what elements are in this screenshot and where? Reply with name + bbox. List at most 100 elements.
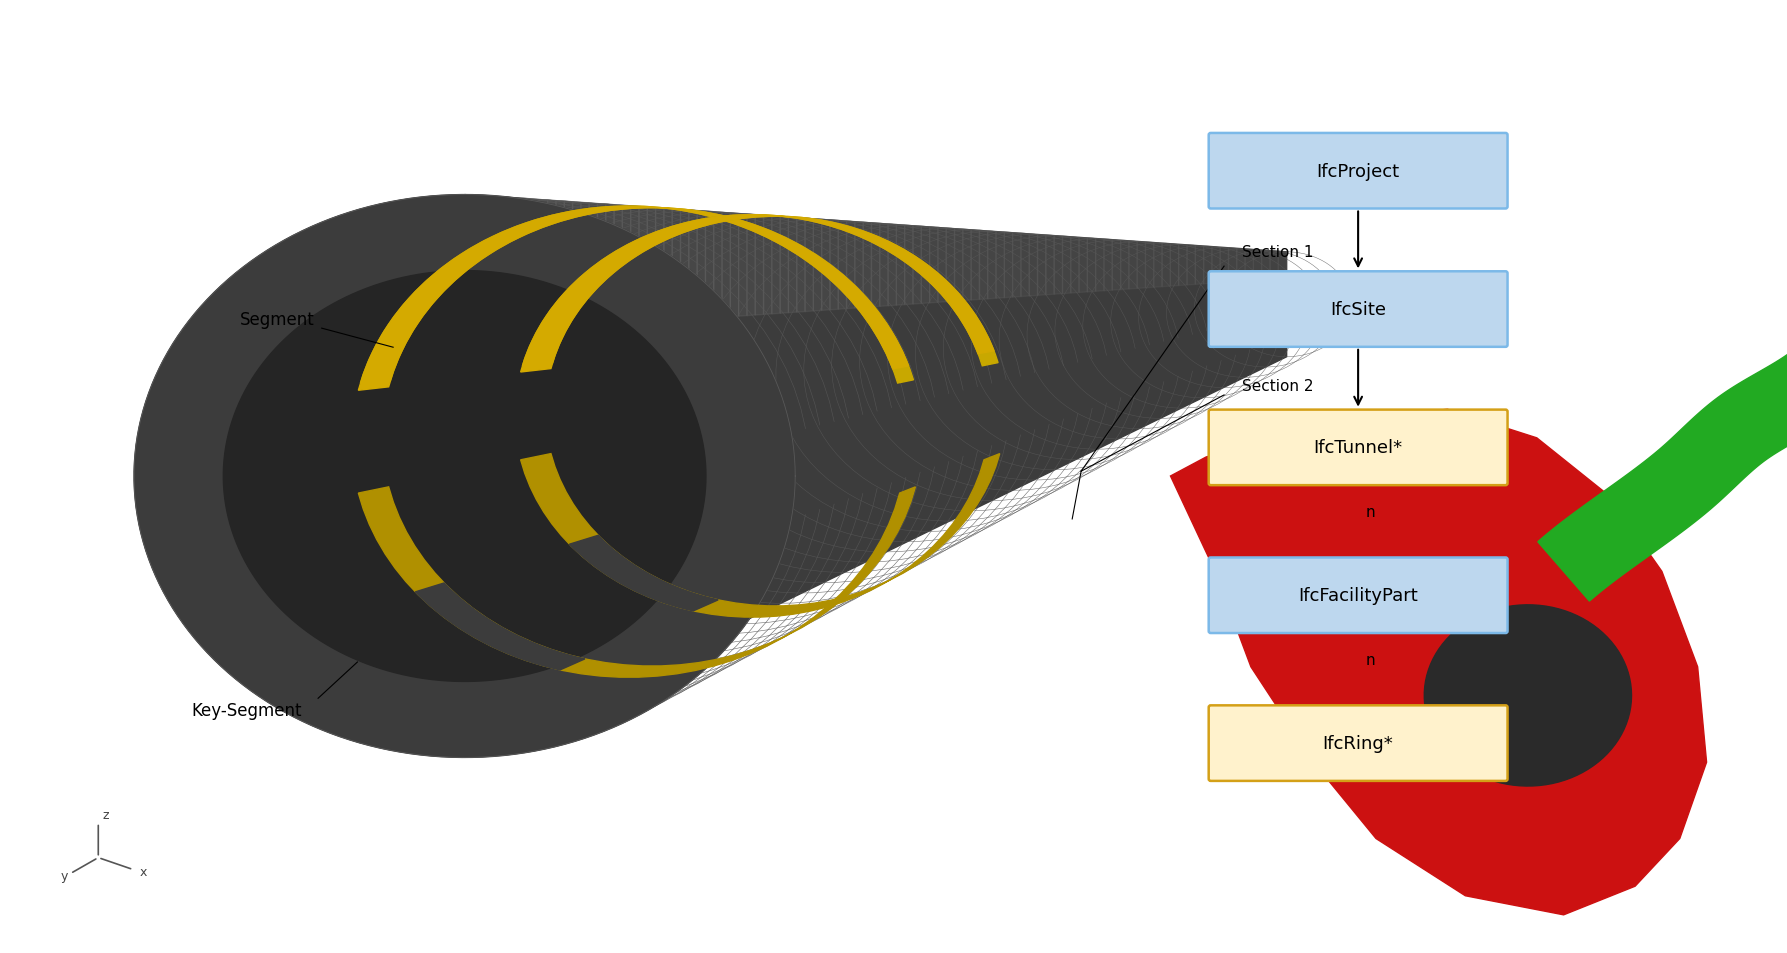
Polygon shape (524, 199, 531, 332)
Text: Key-Segment: Key-Segment (191, 701, 302, 719)
Polygon shape (490, 197, 499, 335)
Text: IfcFacilityPart: IfcFacilityPart (1297, 587, 1419, 604)
Polygon shape (797, 218, 806, 313)
Text: z: z (102, 808, 109, 821)
Polygon shape (863, 223, 872, 308)
Polygon shape (1196, 246, 1204, 285)
Polygon shape (647, 208, 656, 323)
Polygon shape (822, 220, 829, 311)
Polygon shape (1154, 243, 1162, 288)
Polygon shape (847, 222, 854, 310)
Polygon shape (1187, 246, 1196, 286)
Polygon shape (1054, 236, 1063, 294)
Polygon shape (1112, 240, 1120, 291)
Polygon shape (506, 198, 515, 333)
Polygon shape (1228, 249, 1237, 283)
FancyBboxPatch shape (1208, 705, 1508, 781)
Polygon shape (970, 231, 979, 301)
Polygon shape (606, 205, 615, 326)
Polygon shape (697, 212, 706, 320)
Text: Segment: Segment (239, 311, 315, 328)
Polygon shape (1079, 238, 1086, 294)
Polygon shape (522, 215, 999, 367)
Text: IfcProject: IfcProject (1317, 163, 1399, 180)
Polygon shape (515, 199, 524, 333)
Polygon shape (622, 207, 631, 325)
Polygon shape (565, 202, 572, 329)
Polygon shape (547, 201, 556, 330)
Polygon shape (838, 221, 847, 310)
Polygon shape (756, 215, 763, 315)
Polygon shape (1004, 233, 1013, 298)
Polygon shape (1086, 238, 1095, 293)
Polygon shape (1539, 281, 1787, 601)
Polygon shape (556, 202, 565, 330)
Polygon shape (572, 203, 581, 329)
Polygon shape (872, 224, 879, 308)
Polygon shape (1170, 245, 1179, 287)
Polygon shape (465, 195, 474, 336)
Polygon shape (359, 207, 910, 391)
Polygon shape (1029, 234, 1038, 296)
Polygon shape (1013, 233, 1020, 298)
Polygon shape (540, 200, 547, 331)
Polygon shape (929, 228, 938, 304)
Polygon shape (465, 195, 1287, 758)
Polygon shape (672, 210, 681, 321)
Polygon shape (1095, 239, 1104, 292)
Polygon shape (520, 455, 999, 618)
Polygon shape (1145, 243, 1154, 289)
Polygon shape (954, 230, 963, 302)
Polygon shape (888, 225, 897, 307)
Polygon shape (1237, 249, 1246, 282)
Text: n: n (1365, 652, 1376, 667)
Polygon shape (1038, 235, 1045, 296)
Polygon shape (738, 214, 747, 317)
Polygon shape (731, 213, 738, 317)
Text: Section 2: Section 2 (1242, 378, 1313, 394)
Polygon shape (945, 229, 954, 302)
Polygon shape (1204, 247, 1212, 285)
Polygon shape (681, 211, 688, 321)
Polygon shape (1045, 235, 1054, 295)
Polygon shape (963, 230, 970, 301)
Polygon shape (722, 213, 731, 318)
Polygon shape (656, 209, 665, 323)
Polygon shape (1278, 252, 1287, 279)
Text: Section 3: Section 3 (1242, 512, 1313, 527)
Polygon shape (581, 203, 590, 328)
Polygon shape (988, 232, 995, 299)
Polygon shape (415, 583, 584, 670)
Polygon shape (938, 229, 945, 303)
Polygon shape (1424, 605, 1632, 786)
Polygon shape (772, 216, 781, 314)
Polygon shape (1271, 252, 1278, 280)
Text: IfcSite: IfcSite (1330, 301, 1387, 318)
Polygon shape (1212, 248, 1221, 284)
Polygon shape (829, 221, 838, 311)
Polygon shape (763, 216, 772, 315)
Polygon shape (520, 215, 994, 373)
Polygon shape (597, 205, 606, 327)
Polygon shape (1253, 251, 1262, 281)
Polygon shape (590, 204, 597, 327)
Polygon shape (713, 213, 722, 318)
Polygon shape (499, 197, 506, 334)
FancyBboxPatch shape (1208, 133, 1508, 210)
Polygon shape (1063, 237, 1070, 294)
Polygon shape (615, 206, 622, 326)
Polygon shape (481, 196, 490, 335)
Polygon shape (688, 211, 697, 320)
Polygon shape (1137, 242, 1145, 289)
Polygon shape (904, 226, 913, 305)
Polygon shape (806, 219, 813, 313)
FancyBboxPatch shape (1208, 272, 1508, 348)
Polygon shape (788, 218, 797, 314)
Polygon shape (631, 207, 640, 324)
Polygon shape (134, 195, 795, 758)
Polygon shape (531, 200, 540, 332)
Polygon shape (706, 213, 713, 319)
Polygon shape (359, 487, 915, 678)
Polygon shape (979, 232, 988, 300)
Text: Section 1: Section 1 (1242, 245, 1313, 260)
